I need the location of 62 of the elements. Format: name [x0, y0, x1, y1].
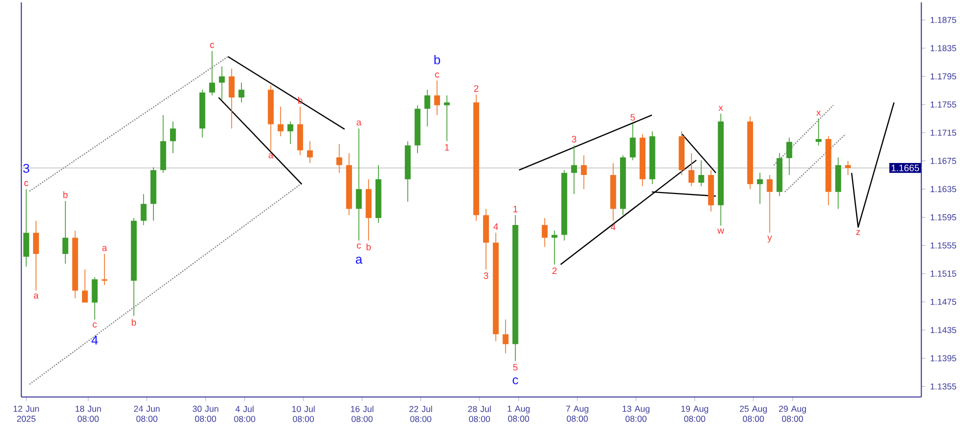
annotation: c — [210, 42, 214, 48]
annotation: z — [856, 230, 860, 236]
x-tick-label: 16 Jul 08:00 — [350, 406, 374, 422]
annotation: b — [434, 54, 440, 64]
annotation: w — [717, 228, 724, 234]
annotation: c — [512, 377, 518, 384]
annotation: b — [132, 318, 136, 326]
annotation: 2 — [552, 267, 557, 274]
annotation: 1 — [513, 206, 518, 212]
y-tick-label: 1.1515 — [930, 270, 956, 277]
x-tick-label: 29 Aug 08:00 — [778, 406, 806, 422]
annotation: b — [366, 243, 371, 250]
annotation: 5 — [630, 114, 635, 121]
annotation: 4 — [493, 223, 498, 230]
annotation: c — [92, 322, 97, 328]
annotation: a — [356, 256, 362, 264]
y-tick-label: 1.1595 — [930, 214, 956, 220]
x-tick-label: 22 Jul 08:00 — [409, 406, 432, 422]
x-tick-label: 28 Jul 08:00 — [468, 406, 491, 422]
x-tick-label: 19 Aug 08:00 — [681, 406, 708, 422]
annotation: c — [24, 181, 28, 186]
annotation: c — [356, 243, 361, 249]
y-tick-label: 1.1755 — [930, 102, 956, 108]
annotation: c — [435, 72, 440, 78]
x-tick-label: 24 Jun 08:00 — [134, 406, 160, 422]
y-tick-label: 1.1715 — [930, 130, 956, 136]
y-tick-label: 1.1475 — [930, 298, 956, 305]
y-tick-label: 1.1875 — [930, 16, 956, 24]
annotation: 4 — [91, 336, 98, 344]
y-tick-label: 1.1395 — [930, 355, 956, 362]
annotation: x — [816, 110, 821, 116]
annotation: y — [767, 236, 772, 243]
y-tick-label: 1.1555 — [930, 242, 956, 248]
ref-line-label: 1.1665 — [892, 164, 920, 172]
y-tick-label: 1.1835 — [930, 45, 956, 52]
x-tick-label: 10 Jul 08:00 — [292, 406, 315, 422]
annotation: b — [63, 191, 68, 198]
y-tick-label: 1.1635 — [930, 186, 956, 192]
x-tick-label: 25 Aug 08:00 — [740, 406, 767, 422]
annotation: 3 — [484, 272, 488, 279]
annotation: 1 — [444, 144, 450, 151]
x-tick-label: 7 Aug 08:00 — [566, 406, 588, 422]
annotation: 3 — [23, 164, 30, 173]
annotation: 4 — [610, 224, 616, 230]
y-tick-label: 1.1435 — [930, 326, 956, 334]
y-tick-label: 1.1795 — [930, 73, 956, 80]
x-tick-label: 4 Jul 08:00 — [234, 406, 256, 422]
annotation: 2 — [474, 85, 478, 92]
y-tick-label: 1.1355 — [930, 383, 956, 390]
annotation: 3 — [572, 136, 576, 142]
annotation: a — [268, 153, 274, 158]
annotation: a — [356, 120, 362, 126]
x-tick-label: 18 Jun 08:00 — [76, 406, 101, 422]
x-tick-label: 1 Aug 08:00 — [508, 406, 530, 422]
x-tick-label: 12 Jun 2025 — [14, 406, 39, 422]
annotation: a — [34, 294, 39, 299]
annotation: 5 — [513, 364, 518, 370]
x-tick-label: 30 Jun 08:00 — [192, 406, 218, 422]
annotation: a — [102, 246, 108, 251]
annotation: x — [718, 106, 724, 111]
y-tick-label: 1.1675 — [930, 158, 956, 164]
x-tick-label: 13 Aug 08:00 — [622, 406, 650, 422]
